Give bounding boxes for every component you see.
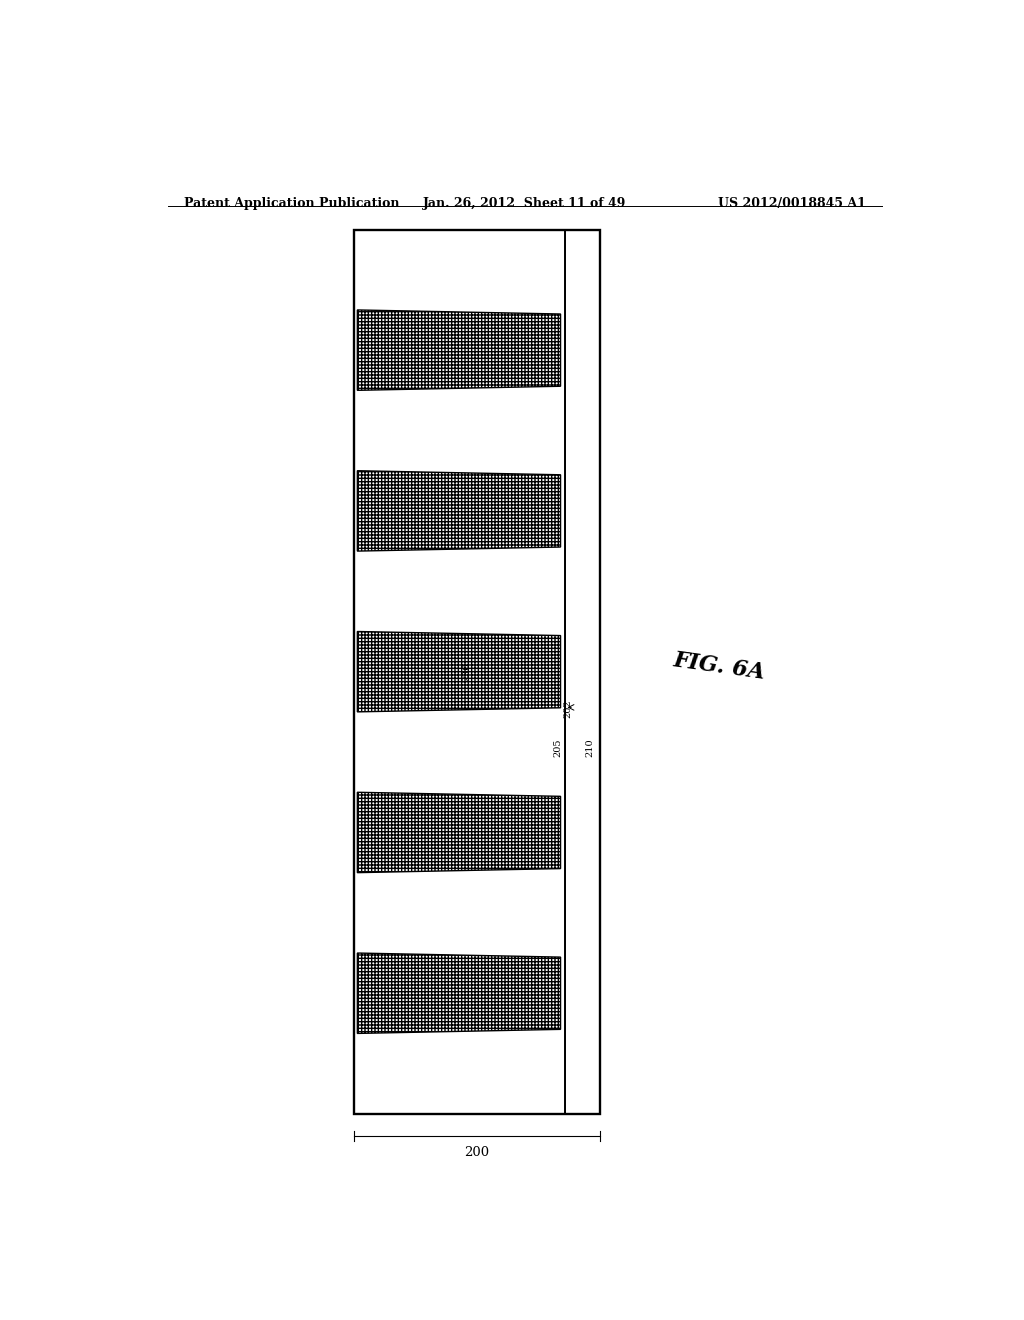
Text: 205: 205	[554, 739, 562, 758]
Polygon shape	[357, 631, 560, 711]
Text: 202: 202	[563, 698, 572, 718]
Text: 200: 200	[465, 1146, 489, 1159]
Bar	[564, 230, 600, 1114]
Polygon shape	[357, 471, 560, 552]
Text: US 2012/0018845 A1: US 2012/0018845 A1	[718, 197, 866, 210]
Bar	[354, 230, 600, 1114]
Text: Patent Application Publication: Patent Application Publication	[183, 197, 399, 210]
Polygon shape	[357, 953, 560, 1034]
Text: Jan. 26, 2012  Sheet 11 of 49: Jan. 26, 2012 Sheet 11 of 49	[423, 197, 627, 210]
Text: FIG. 6A: FIG. 6A	[672, 649, 766, 684]
Bar	[354, 230, 564, 1114]
Polygon shape	[357, 310, 560, 391]
Polygon shape	[357, 792, 560, 873]
Text: 230: 230	[463, 661, 471, 681]
Text: 210: 210	[586, 739, 594, 758]
